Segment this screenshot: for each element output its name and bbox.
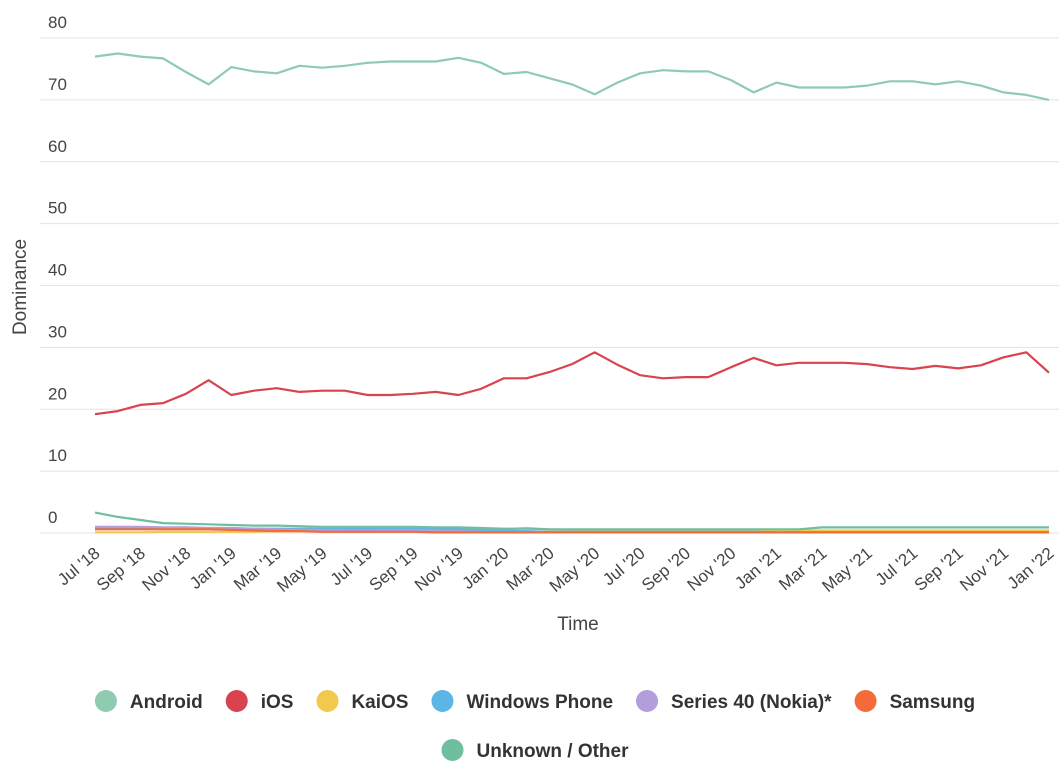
y-tick-label: 20 [48, 384, 67, 403]
x-tick-label: Jan '19 [186, 544, 240, 593]
legend-swatch [431, 690, 454, 712]
y-tick-label: 0 [48, 508, 57, 527]
y-tick-label: 60 [48, 137, 67, 156]
legend-label: KaiOS [351, 692, 408, 713]
series-line [94, 511, 1049, 531]
x-tick-label: Sep '21 [911, 544, 967, 595]
legend-item: KaiOS [316, 690, 408, 713]
legend-item: Series 40 (Nokia)* [636, 690, 832, 713]
y-tick-label: 10 [48, 446, 67, 465]
y-tick-label: 70 [48, 75, 67, 94]
x-tick-label: Jan '21 [731, 544, 785, 593]
x-tick-label: Nov '20 [684, 544, 740, 595]
legend-swatch [225, 690, 248, 712]
x-tick-label: Sep '18 [93, 544, 149, 595]
x-tick-label: Nov '19 [411, 544, 467, 595]
legend-item: Samsung [854, 690, 976, 713]
x-tick-label: Sep '20 [638, 544, 694, 595]
series-line [94, 52, 1050, 101]
y-tick-label: 80 [48, 13, 67, 32]
legend-label: Unknown / Other [477, 741, 630, 762]
x-tick-label: May '19 [273, 544, 330, 596]
legend-swatch [316, 690, 339, 712]
y-axis-title: Dominance [10, 239, 31, 335]
series-line [95, 528, 1049, 534]
legend-label: iOS [261, 692, 294, 713]
y-tick-label: 40 [48, 261, 67, 280]
x-axis-title: Time [557, 614, 599, 635]
legend-label: Android [130, 692, 203, 713]
series-line [94, 351, 1050, 416]
legend-label: Windows Phone [466, 692, 613, 713]
y-tick-label: 30 [48, 322, 67, 341]
legend-swatch [854, 690, 877, 712]
x-tick-label: May '21 [818, 544, 875, 596]
legend-item: Unknown / Other [441, 739, 630, 762]
legend-swatch [636, 690, 659, 712]
x-tick-label: Nov '18 [138, 544, 194, 595]
legend-label: Series 40 (Nokia)* [671, 692, 832, 713]
x-tick-label: May '20 [546, 544, 603, 596]
x-tick-label: Jan '20 [459, 544, 513, 593]
x-tick-label: Sep '19 [366, 544, 422, 595]
legend-swatch [441, 739, 464, 761]
legend-item: Windows Phone [431, 690, 613, 713]
x-tick-label: Nov '21 [956, 544, 1012, 595]
legend-label: Samsung [890, 692, 976, 713]
y-tick-label: 50 [48, 199, 67, 218]
legend-swatch [94, 690, 117, 712]
legend-item: iOS [225, 690, 294, 713]
x-tick-label: Jan '22 [1004, 544, 1058, 593]
legend-item: Android [94, 690, 203, 713]
